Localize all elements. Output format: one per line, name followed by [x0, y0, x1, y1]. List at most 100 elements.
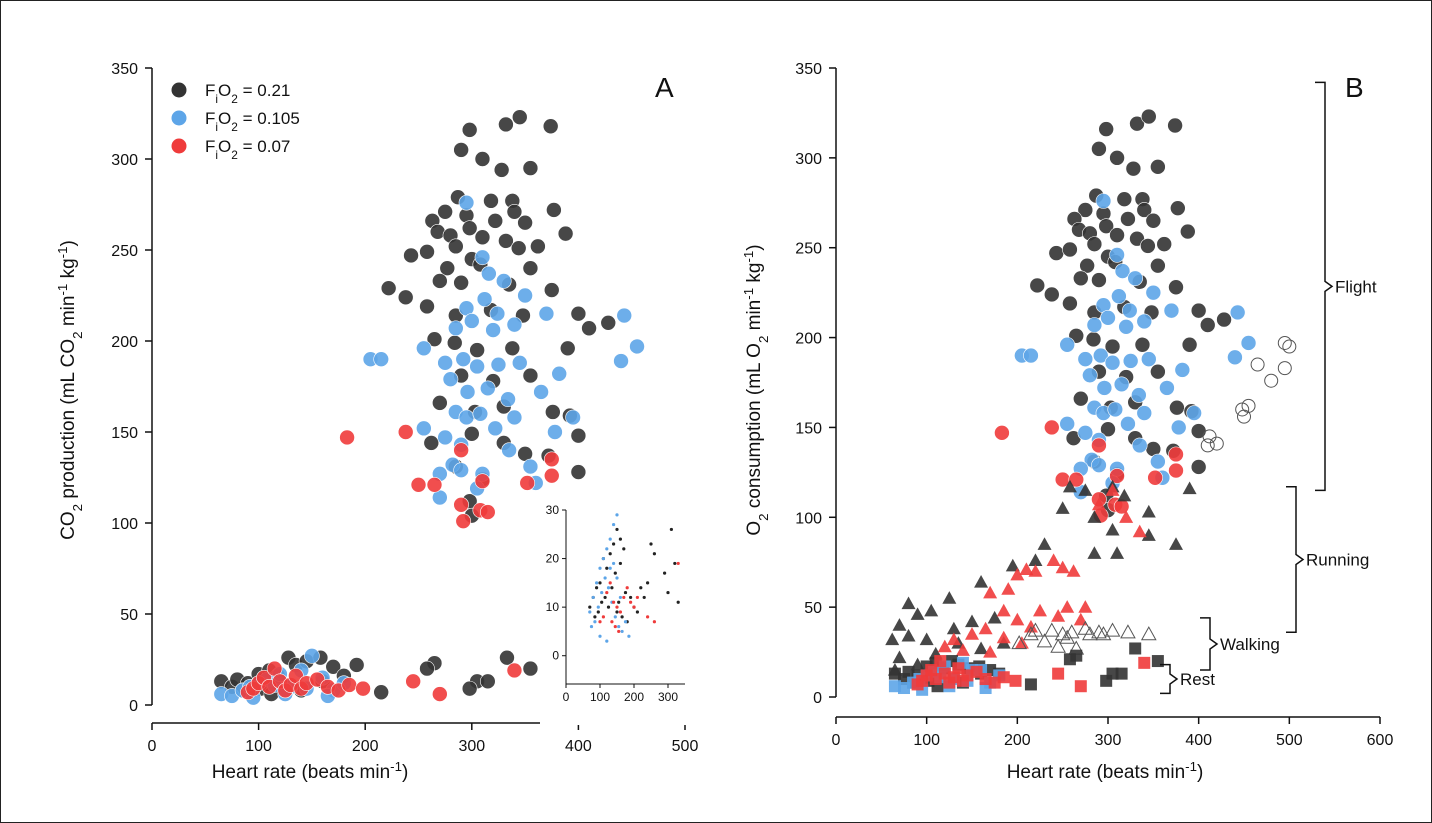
data-point: [1052, 667, 1065, 680]
x-tick-label: 400: [1185, 732, 1212, 749]
data-point: [1150, 257, 1166, 274]
data-point: [983, 585, 998, 599]
data-point: [432, 686, 448, 702]
data-point: [474, 151, 491, 167]
inset-point: [595, 581, 599, 585]
data-point: [522, 367, 539, 384]
data-point: [1120, 624, 1136, 639]
data-point: [416, 340, 432, 357]
inset-point: [598, 566, 602, 570]
data-point: [522, 458, 539, 475]
data-point: [1100, 421, 1116, 438]
data-point: [1011, 635, 1027, 650]
inset-point: [625, 586, 629, 590]
data-point: [983, 645, 998, 658]
data-point: [1010, 612, 1025, 626]
data-point: [1060, 600, 1075, 613]
inset-point: [629, 600, 633, 604]
data-point: [1109, 227, 1125, 243]
data-point: [1091, 437, 1107, 454]
y-tick-label: 200: [795, 331, 822, 348]
data-point: [1046, 553, 1061, 567]
data-point: [898, 682, 910, 695]
data-point: [474, 249, 491, 266]
data-point: [1117, 488, 1132, 502]
data-point: [1129, 115, 1145, 132]
data-point: [1141, 528, 1156, 541]
panel-a-letter: A: [655, 72, 674, 103]
x-tick-label: 200: [352, 738, 379, 755]
data-point: [426, 476, 443, 493]
inset-point: [669, 527, 674, 532]
data-point: [325, 658, 342, 675]
data-point: [547, 424, 563, 440]
data-point: [1104, 354, 1121, 371]
data-point: [1098, 218, 1114, 234]
data-point: [1200, 438, 1215, 453]
data-point: [439, 260, 456, 277]
data-point: [304, 648, 320, 664]
inset-point: [623, 620, 628, 624]
inset-point: [613, 615, 617, 619]
data-point: [373, 684, 389, 701]
data-point: [461, 122, 478, 138]
data-point: [629, 338, 645, 355]
inset-point: [600, 590, 604, 595]
bracket-label: Flight: [1335, 277, 1377, 296]
panel-b-axes: 0 50 100 150 200 250 300 350 0 100 200 300 400 500 600: [795, 61, 1393, 749]
inset-point: [605, 566, 609, 570]
inset-point: [615, 513, 619, 517]
data-point: [965, 614, 979, 628]
y-tick-label: 300: [795, 151, 822, 168]
data-point: [373, 351, 389, 368]
data-point: [1120, 211, 1136, 227]
data-point: [448, 320, 464, 337]
panel-a-x-axis-label: Heart rate (beats min-1): [212, 759, 409, 784]
bracket-label: Rest: [1180, 670, 1215, 689]
data-point: [1109, 247, 1125, 263]
data-point: [570, 305, 587, 322]
data-point: [469, 342, 485, 358]
data-point: [1105, 522, 1120, 536]
data-point: [501, 442, 517, 459]
data-point: [979, 673, 992, 686]
inset-point: [596, 605, 600, 609]
bracket-label: Walking: [1220, 635, 1280, 654]
legend-label: FiO2 = 0.21: [205, 81, 290, 106]
data-point: [1104, 622, 1121, 637]
x-tick-label: 200: [1004, 732, 1031, 749]
inset-point: [612, 542, 616, 546]
data-point: [498, 116, 514, 133]
data-point: [1190, 423, 1207, 439]
data-point: [1048, 245, 1065, 261]
data-point: [410, 476, 427, 493]
data-point: [978, 621, 993, 635]
inset-point: [589, 624, 594, 629]
y-tick-label: 250: [795, 241, 822, 258]
data-point: [1087, 510, 1102, 523]
inset-point: [596, 610, 600, 614]
data-point: [1147, 469, 1163, 486]
data-point: [1119, 510, 1134, 523]
data-point: [1023, 626, 1039, 641]
data-point: [1134, 336, 1151, 353]
data-point: [1209, 436, 1224, 451]
y-tick-label: 0: [813, 690, 822, 707]
data-point: [397, 289, 414, 306]
data-point: [341, 677, 358, 693]
data-point: [1110, 546, 1125, 559]
inset-point: [605, 590, 609, 595]
data-point: [1150, 363, 1166, 380]
data-point: [495, 273, 512, 289]
data-point: [510, 240, 527, 256]
data-point: [479, 504, 496, 520]
data-point: [517, 214, 533, 231]
legend-label: FiO2 = 0.07: [205, 137, 290, 162]
data-point: [600, 314, 617, 331]
inset-point: [588, 610, 592, 614]
data-point: [934, 655, 947, 668]
data-point: [479, 380, 496, 397]
data-point: [888, 667, 901, 680]
y-tick-label: 150: [795, 420, 822, 437]
